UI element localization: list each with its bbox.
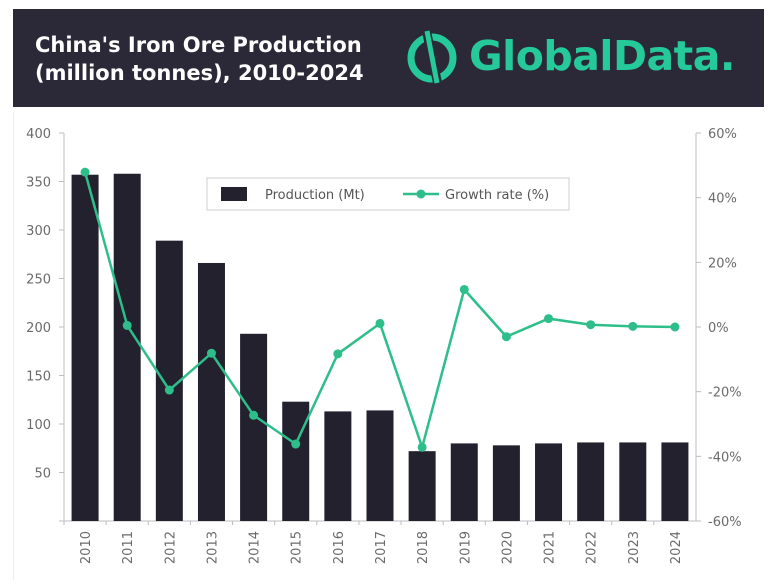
production-bar [450,443,478,521]
x-tick-label: 2022 [585,531,600,564]
growth-rate-point [501,332,511,342]
left-tick-label: 200 [26,321,51,336]
x-tick-label: 2014 [248,531,263,564]
left-tick-label: 150 [26,370,51,385]
x-tick-label: 2021 [543,531,558,564]
growth-rate-point [544,314,554,324]
production-bar [535,443,563,521]
chart-title-line-1: China's Iron Ore Production [35,33,362,57]
growth-rate-point [164,385,174,395]
x-tick-label: 2013 [205,531,220,564]
legend-line-marker [416,189,426,199]
x-tick-label: 2010 [79,531,94,564]
right-tick-label: -60% [708,515,742,530]
growth-rate-point [417,442,427,452]
growth-rate-point [459,284,469,294]
brand-logo: GlobalData. [405,25,736,87]
production-bar [113,173,141,522]
production-bar [240,333,268,521]
x-tick-label: 2018 [416,531,431,564]
production-bar [619,442,647,521]
right-tick-label: 40% [708,192,737,207]
production-bar [661,442,689,521]
production-bar [408,451,436,521]
right-tick-label: 0% [708,321,729,336]
growth-rate-point [122,320,132,330]
x-tick-label: 2020 [500,531,515,564]
legend-box [206,177,570,211]
legend-label-growth: Growth rate (%) [445,188,549,203]
left-tick-label: 50 [34,467,51,482]
growth-rate-point [670,322,680,332]
x-tick-label: 2017 [374,531,389,564]
x-tick-label: 2012 [163,531,178,564]
production-bar [71,174,99,521]
brand-name: GlobalData. [469,32,736,80]
right-tick-label: 20% [708,256,737,271]
x-tick-label: 2019 [458,531,473,564]
left-tick-label: 300 [26,224,51,239]
x-tick-label: 2015 [290,531,305,564]
production-bar [366,410,394,521]
left-tick-label: 350 [26,176,51,191]
growth-rate-point [206,348,216,358]
growth-rate-point [291,439,301,449]
x-tick-label: 2016 [332,531,347,564]
right-tick-label: 60% [708,127,737,142]
right-tick-label: -20% [708,386,742,401]
chart-header: China's Iron Ore Production (million ton… [13,9,764,107]
x-tick-label: 2024 [669,531,684,564]
legend-label-production: Production (Mt) [265,188,365,203]
x-tick-label: 2023 [627,531,642,564]
production-bar [492,445,520,521]
x-tick-label: 2011 [121,531,136,564]
growth-rate-point [249,410,259,420]
left-tick-label: 400 [26,127,51,142]
growth-rate-point [375,318,385,328]
growth-rate-point [333,349,343,359]
growth-rate-point [628,321,638,331]
production-bar [324,411,352,521]
production-bar [577,442,605,521]
chart-title-line-2: (million tonnes), 2010-2024 [35,61,364,85]
chart-title: China's Iron Ore Production (million ton… [35,31,364,87]
growth-rate-point [586,320,596,330]
production-bar [197,262,225,521]
legend-bar-swatch [221,187,247,201]
left-tick-label: 250 [26,273,51,288]
growth-rate-point [80,167,90,177]
globaldata-logo-icon [407,28,457,86]
right-tick-label: -40% [708,450,742,465]
production-bar [282,401,310,521]
left-tick-label: 100 [26,418,51,433]
